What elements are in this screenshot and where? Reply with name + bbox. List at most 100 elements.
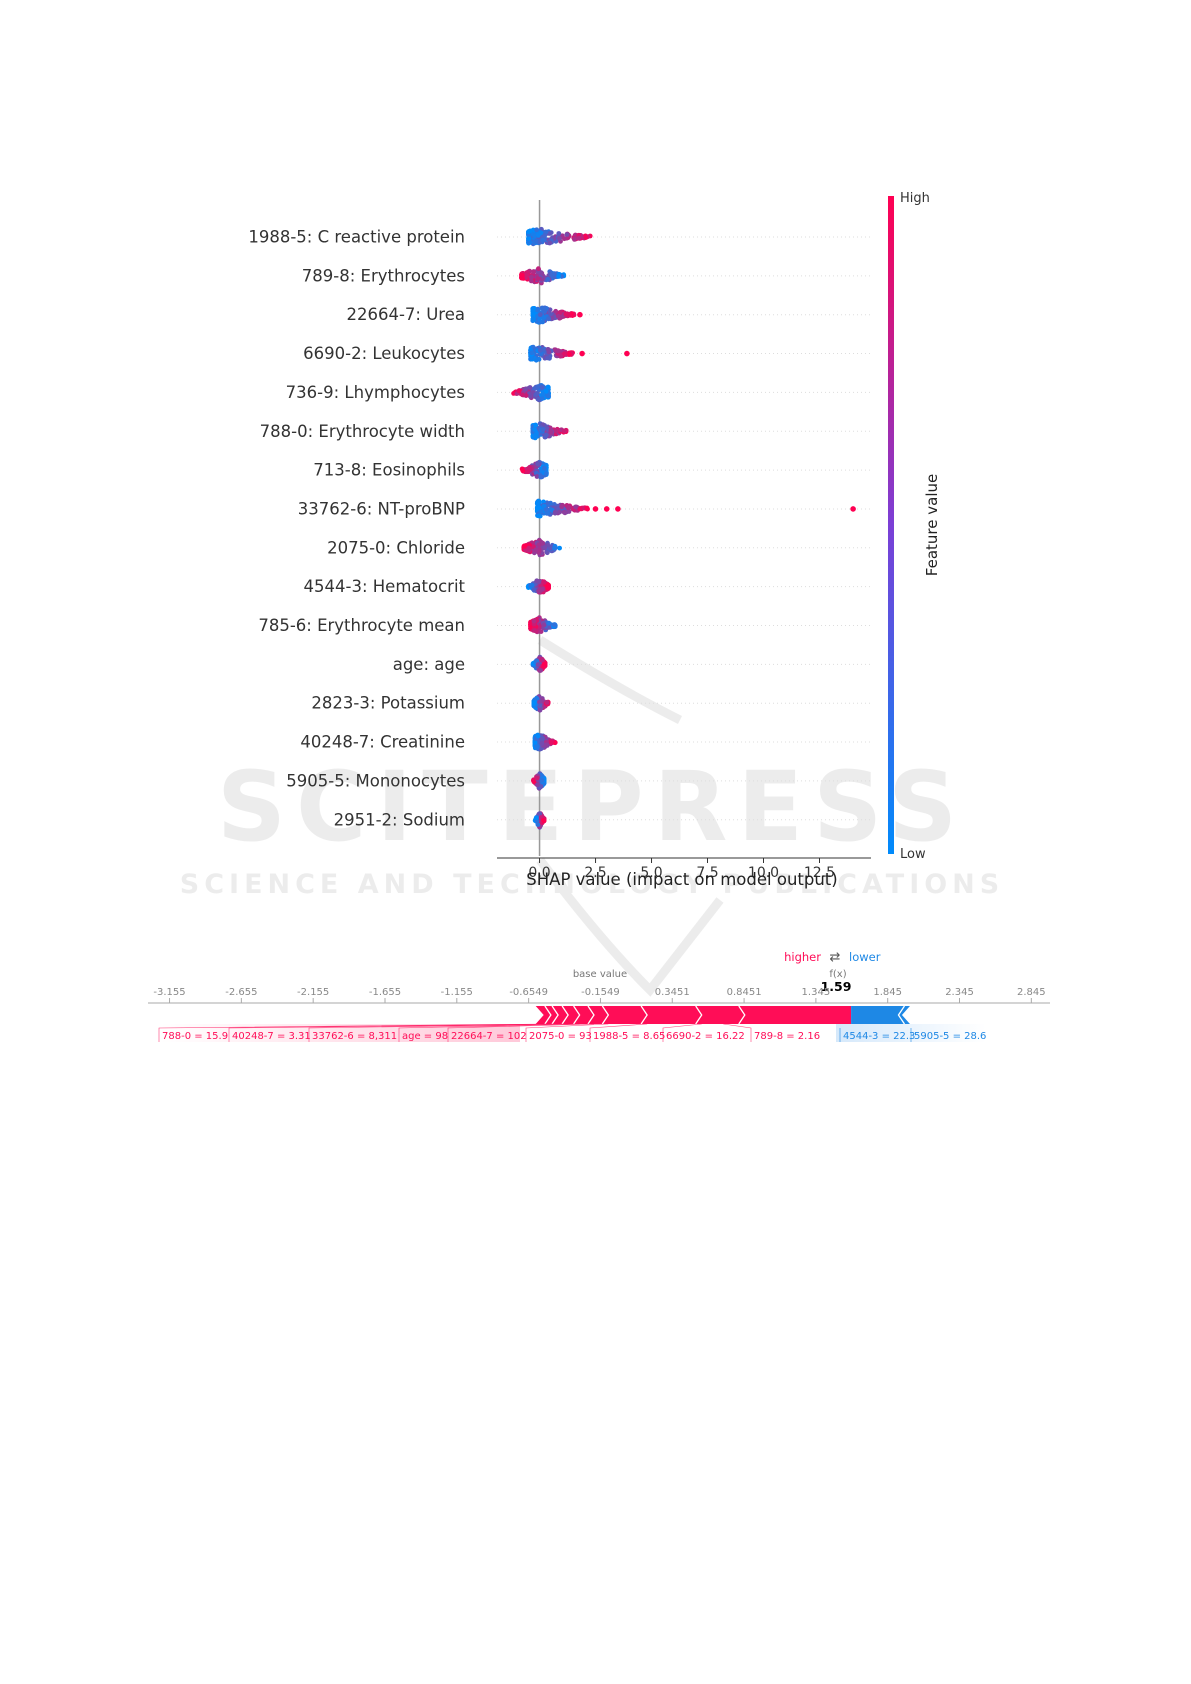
shap-dot	[543, 507, 549, 512]
shap-dot	[564, 232, 570, 237]
shap-dot	[539, 385, 545, 390]
shap-dot	[529, 582, 535, 588]
positive-segment-chevron	[640, 1005, 648, 1025]
feature-label: 1988-5: C reactive protein	[248, 228, 465, 247]
shap-dot	[547, 231, 553, 236]
shap-dot	[537, 347, 543, 353]
shap-outlier-dot	[577, 311, 583, 318]
force-tick-label: 1.345	[802, 987, 831, 998]
feature-label: 4544-3: Hematocrit	[304, 577, 466, 596]
label-connector	[589, 1023, 648, 1042]
force-tick-label: -1.155	[441, 987, 473, 998]
shap-dot	[540, 237, 546, 243]
x-tick-label: 0.0	[528, 865, 550, 881]
shap-outlier-dot	[603, 506, 610, 512]
shap-force-plot: higher ⇄ lower base value f(x) 1.59 -3.1…	[148, 950, 1050, 1042]
shap-dot	[551, 622, 557, 628]
shap-dot	[541, 622, 547, 628]
shap-dot	[537, 587, 543, 592]
force-axis: -3.155 -2.655 -2.155 -1.655 -1.155 -0.6549 -0.…	[148, 987, 1050, 1004]
shap-dot	[534, 775, 540, 781]
shap-dot	[527, 465, 533, 471]
shap-dot	[526, 236, 532, 242]
shap-dot	[542, 465, 547, 471]
shap-dot	[534, 658, 540, 664]
shap-dot	[536, 505, 541, 511]
shap-dot	[540, 817, 546, 823]
force-tick-label: -1.655	[369, 987, 401, 998]
shap-dot	[576, 235, 582, 241]
shap-dot	[524, 273, 530, 278]
negative-segment-chevron	[897, 1005, 906, 1025]
shap-dot	[536, 266, 541, 272]
watermark-swoosh	[536, 636, 724, 997]
shap-dot	[535, 307, 541, 313]
shap-dot	[544, 550, 550, 556]
shap-dot	[519, 273, 525, 278]
shap-outlier-dot	[592, 506, 599, 512]
shap-dot	[531, 587, 537, 593]
shap-dot	[573, 504, 578, 510]
shap-dot	[541, 661, 547, 667]
force-tick-label: 1.845	[873, 987, 902, 998]
shap-dot	[526, 239, 532, 245]
shap-dot	[523, 386, 529, 392]
positive-segment-chevron	[551, 1005, 559, 1025]
shap-dot	[562, 428, 567, 434]
feature-label: 2075-0: Chloride	[327, 538, 465, 557]
shap-dot	[529, 274, 534, 280]
shap-dot	[538, 230, 544, 236]
shap-dot	[539, 658, 545, 663]
positive-segment-chevron	[587, 1005, 595, 1025]
shap-dot	[539, 396, 545, 401]
shap-dot	[535, 782, 540, 788]
shap-dot	[535, 384, 541, 389]
shap-dot	[539, 736, 545, 742]
positive-feature-label: 40248-7 = 3.31	[232, 1031, 311, 1042]
positive-feature-label: 2075-0 = 93	[529, 1031, 592, 1042]
shap-dot	[543, 471, 549, 476]
shap-dot	[526, 229, 532, 234]
colorbar: High Low Feature value	[888, 191, 941, 862]
label-connector	[228, 1023, 559, 1042]
positive-feature-label: 1988-5 = 8.65	[593, 1031, 665, 1042]
shap-dot	[566, 509, 572, 514]
shap-dot	[536, 542, 542, 548]
shap-dot	[545, 384, 551, 390]
colorbar-title: Feature value	[923, 474, 941, 576]
shap-dot	[540, 391, 546, 397]
force-tick-label: 2.345	[945, 987, 974, 998]
positive-segment-chevron	[695, 1005, 703, 1025]
shap-dot	[534, 227, 539, 233]
shap-dot	[533, 815, 539, 821]
negative-feature-label: 4544-3 = 22.3	[843, 1031, 915, 1042]
shap-dot	[538, 668, 543, 673]
feature-label: 2823-3: Potassium	[311, 694, 465, 713]
shap-dot	[553, 308, 559, 314]
x-tick-label: 10.0	[748, 865, 779, 881]
shap-dot	[539, 777, 545, 783]
shap-dot	[556, 274, 561, 279]
shap-dot	[553, 428, 559, 434]
shap-dot	[548, 429, 554, 435]
positive-feature-label: age = 98	[402, 1031, 448, 1042]
shap-dot	[534, 474, 540, 479]
shap-dot	[557, 236, 562, 241]
shap-dot	[538, 270, 544, 275]
shap-dot	[540, 540, 546, 546]
shap-dot	[531, 779, 537, 785]
base-value-label: base value	[573, 969, 627, 980]
shap-dot	[539, 305, 545, 311]
force-tick-label: -2.155	[297, 987, 329, 998]
colorbar-high-label: High	[900, 191, 930, 206]
shap-dot	[562, 236, 567, 242]
positive-feature-label: 22664-7 = 102	[451, 1031, 527, 1042]
shap-dot	[557, 509, 563, 515]
shap-dot	[542, 309, 547, 314]
shap-dot	[532, 386, 537, 392]
force-tick-label: -2.655	[225, 987, 257, 998]
feature-label: 33762-6: NT-proBNP	[298, 499, 465, 518]
shap-dot	[584, 505, 590, 511]
shap-dot	[537, 703, 543, 709]
